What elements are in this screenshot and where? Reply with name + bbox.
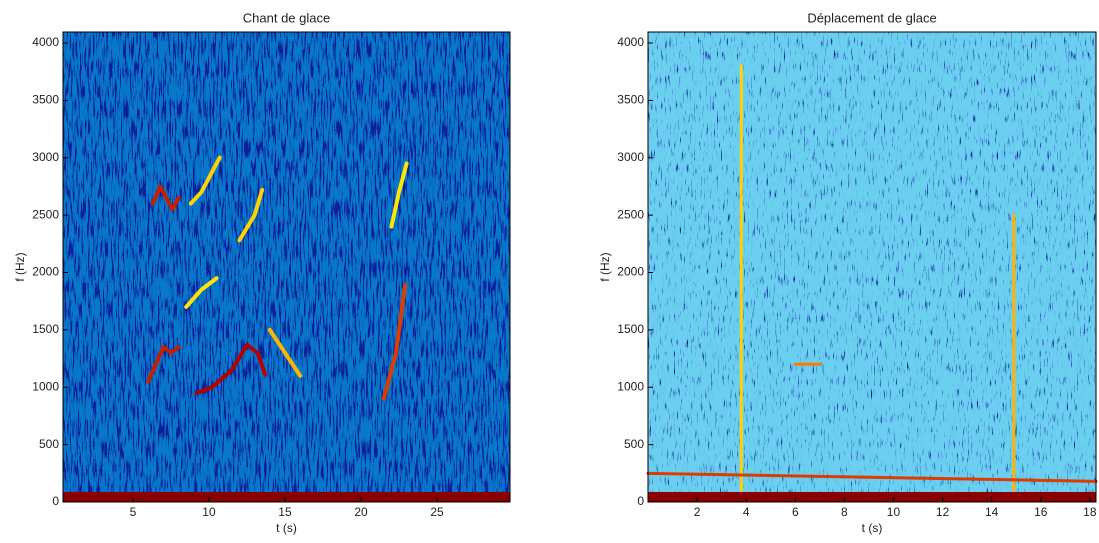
plot-frame <box>62 31 511 503</box>
x-tick-label: 6 <box>792 505 799 519</box>
y-tick-label: 500 <box>39 437 59 451</box>
x-tick-label: 15 <box>278 505 292 519</box>
y-tick-label: 1000 <box>32 379 59 393</box>
y-tick-label: 4000 <box>617 35 644 49</box>
x-tick-label: 12 <box>936 505 950 519</box>
x-tick-label: 2 <box>694 505 701 519</box>
trace <box>646 471 1098 483</box>
noise-texture <box>648 32 1096 502</box>
y-tick-label: 1500 <box>32 322 59 336</box>
y-tick-label: 0 <box>52 494 59 508</box>
trace <box>381 283 408 401</box>
trace <box>267 327 303 378</box>
y-tick-label: 1000 <box>617 379 644 393</box>
trace <box>194 342 268 395</box>
x-axis-label: t (s) <box>862 521 883 535</box>
x-tick-label: 25 <box>430 505 444 519</box>
y-tick-label: 3000 <box>617 150 644 164</box>
x-tick-label: 10 <box>887 505 901 519</box>
low-band <box>63 492 510 502</box>
x-tick-label: 4 <box>743 505 750 519</box>
y-tick-label: 3500 <box>32 93 59 107</box>
x-tick-label: 20 <box>354 505 368 519</box>
x-tick-label: 10 <box>202 505 216 519</box>
trace <box>146 345 181 384</box>
low-band <box>648 492 1096 502</box>
x-axis-label: t (s) <box>276 521 297 535</box>
y-axis-label: f (Hz) <box>13 252 27 281</box>
x-tick-label: 8 <box>841 505 848 519</box>
trace <box>150 184 181 212</box>
y-tick-label: 0 <box>637 494 644 508</box>
x-tick-label: 18 <box>1083 505 1097 519</box>
trace <box>188 155 222 206</box>
x-tick-label: 14 <box>985 505 999 519</box>
plot-frame <box>647 31 1097 503</box>
y-tick-label: 3000 <box>32 150 59 164</box>
y-tick-label: 2500 <box>32 207 59 221</box>
chart-title: Déplacement de glace <box>807 10 936 25</box>
x-tick-label: 5 <box>130 505 137 519</box>
y-tick-label: 2000 <box>617 265 644 279</box>
trace <box>184 276 219 309</box>
trace <box>237 187 265 243</box>
chart-title: Chant de glace <box>243 10 330 25</box>
spectrogram-panel: 0 500 1000 1500 2000 2500 3000 3500 4000 5 10 15 20 2… <box>13 10 511 535</box>
spectrogram-panel: 0 500 1000 1500 2000 2500 3000 3500 4000 2 4 6 8 10 12… <box>598 10 1098 535</box>
y-axis-label: f (Hz) <box>598 252 612 281</box>
noise-texture <box>63 32 510 502</box>
y-tick-label: 3500 <box>617 93 644 107</box>
trace <box>389 161 409 229</box>
y-tick-label: 2500 <box>617 207 644 221</box>
y-tick-label: 500 <box>624 437 644 451</box>
y-tick-label: 4000 <box>32 35 59 49</box>
y-tick-label: 2000 <box>32 265 59 279</box>
y-tick-label: 1500 <box>617 322 644 336</box>
x-tick-label: 16 <box>1034 505 1048 519</box>
